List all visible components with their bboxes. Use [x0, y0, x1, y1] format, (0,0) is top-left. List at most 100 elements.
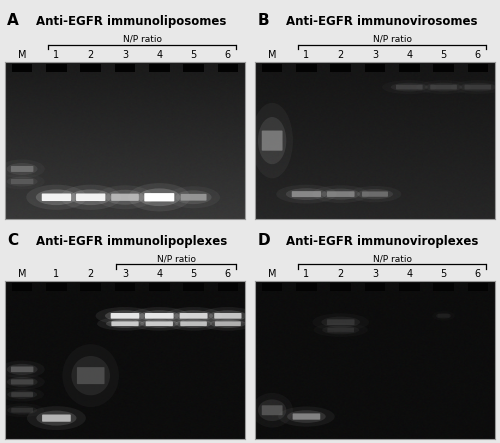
FancyBboxPatch shape: [180, 313, 208, 319]
Ellipse shape: [96, 307, 154, 325]
Text: N/P ratio: N/P ratio: [122, 35, 162, 44]
Bar: [46, 63, 66, 72]
Text: 3: 3: [372, 269, 378, 279]
Text: Anti-EGFR immunoliposomes: Anti-EGFR immunoliposomes: [36, 15, 226, 28]
Text: 4: 4: [156, 269, 162, 279]
Ellipse shape: [130, 307, 188, 325]
Text: C: C: [8, 233, 18, 248]
Ellipse shape: [167, 186, 220, 208]
FancyBboxPatch shape: [328, 328, 354, 332]
Bar: [80, 283, 101, 291]
Text: A: A: [8, 13, 19, 28]
Ellipse shape: [6, 364, 38, 375]
Bar: [114, 63, 136, 72]
Ellipse shape: [36, 190, 77, 205]
Bar: [218, 283, 238, 291]
FancyBboxPatch shape: [292, 413, 320, 420]
Text: M: M: [18, 269, 26, 279]
Ellipse shape: [62, 344, 119, 407]
Text: 2: 2: [338, 269, 344, 279]
Bar: [364, 283, 386, 291]
Ellipse shape: [450, 80, 500, 94]
Text: 3: 3: [372, 50, 378, 60]
Text: 1: 1: [54, 50, 60, 60]
Ellipse shape: [140, 319, 178, 328]
Ellipse shape: [174, 311, 213, 321]
Ellipse shape: [176, 190, 212, 204]
FancyBboxPatch shape: [396, 85, 422, 89]
Ellipse shape: [287, 410, 326, 423]
FancyBboxPatch shape: [327, 191, 354, 197]
Ellipse shape: [200, 307, 256, 325]
FancyBboxPatch shape: [11, 366, 34, 372]
FancyBboxPatch shape: [110, 313, 140, 319]
Ellipse shape: [278, 407, 334, 427]
Ellipse shape: [258, 400, 286, 421]
Text: B: B: [258, 13, 269, 28]
Text: 5: 5: [190, 50, 196, 60]
Ellipse shape: [7, 390, 37, 399]
Text: N/P ratio: N/P ratio: [157, 254, 196, 263]
Ellipse shape: [6, 163, 38, 175]
FancyBboxPatch shape: [11, 379, 34, 385]
Ellipse shape: [26, 185, 86, 210]
FancyBboxPatch shape: [146, 321, 173, 326]
Bar: [399, 283, 419, 291]
Text: 5: 5: [440, 50, 446, 60]
Text: 1: 1: [54, 269, 60, 279]
Ellipse shape: [106, 190, 144, 205]
Ellipse shape: [97, 317, 153, 330]
Ellipse shape: [322, 189, 360, 200]
Ellipse shape: [132, 317, 187, 330]
FancyBboxPatch shape: [262, 405, 282, 415]
Ellipse shape: [357, 189, 393, 199]
Ellipse shape: [0, 361, 45, 378]
Bar: [12, 63, 32, 72]
FancyBboxPatch shape: [111, 194, 139, 201]
FancyBboxPatch shape: [262, 131, 282, 151]
Ellipse shape: [0, 174, 45, 190]
FancyBboxPatch shape: [145, 313, 174, 319]
FancyBboxPatch shape: [11, 179, 34, 184]
FancyBboxPatch shape: [112, 321, 138, 326]
FancyBboxPatch shape: [327, 319, 354, 325]
Ellipse shape: [210, 319, 246, 328]
Text: M: M: [18, 50, 26, 60]
Bar: [262, 283, 282, 291]
Ellipse shape: [106, 319, 144, 328]
Text: 6: 6: [225, 50, 231, 60]
Bar: [468, 283, 488, 291]
Text: N/P ratio: N/P ratio: [372, 35, 412, 44]
Text: Anti-EGFR immunovirosomes: Anti-EGFR immunovirosomes: [286, 15, 478, 28]
FancyBboxPatch shape: [180, 194, 206, 201]
Bar: [296, 283, 316, 291]
Ellipse shape: [416, 80, 470, 94]
Ellipse shape: [432, 311, 455, 321]
FancyBboxPatch shape: [42, 194, 71, 201]
Text: 5: 5: [190, 269, 196, 279]
Ellipse shape: [7, 406, 37, 415]
Bar: [12, 283, 32, 291]
Text: 2: 2: [88, 50, 94, 60]
Ellipse shape: [36, 411, 76, 426]
FancyBboxPatch shape: [438, 314, 450, 318]
Ellipse shape: [202, 317, 254, 330]
Ellipse shape: [322, 326, 359, 334]
Ellipse shape: [60, 185, 121, 210]
FancyBboxPatch shape: [292, 191, 321, 197]
Ellipse shape: [425, 83, 462, 91]
FancyBboxPatch shape: [464, 85, 491, 89]
Ellipse shape: [165, 307, 222, 325]
Text: 6: 6: [225, 269, 231, 279]
Ellipse shape: [96, 185, 154, 209]
Ellipse shape: [166, 317, 220, 330]
Bar: [399, 63, 419, 72]
Ellipse shape: [70, 190, 112, 205]
Text: 3: 3: [122, 50, 128, 60]
Bar: [184, 63, 204, 72]
Text: Anti-EGFR immunolipoplexes: Anti-EGFR immunolipoplexes: [36, 234, 228, 248]
Bar: [114, 283, 136, 291]
FancyBboxPatch shape: [11, 166, 34, 172]
Ellipse shape: [175, 319, 212, 328]
Bar: [364, 63, 386, 72]
